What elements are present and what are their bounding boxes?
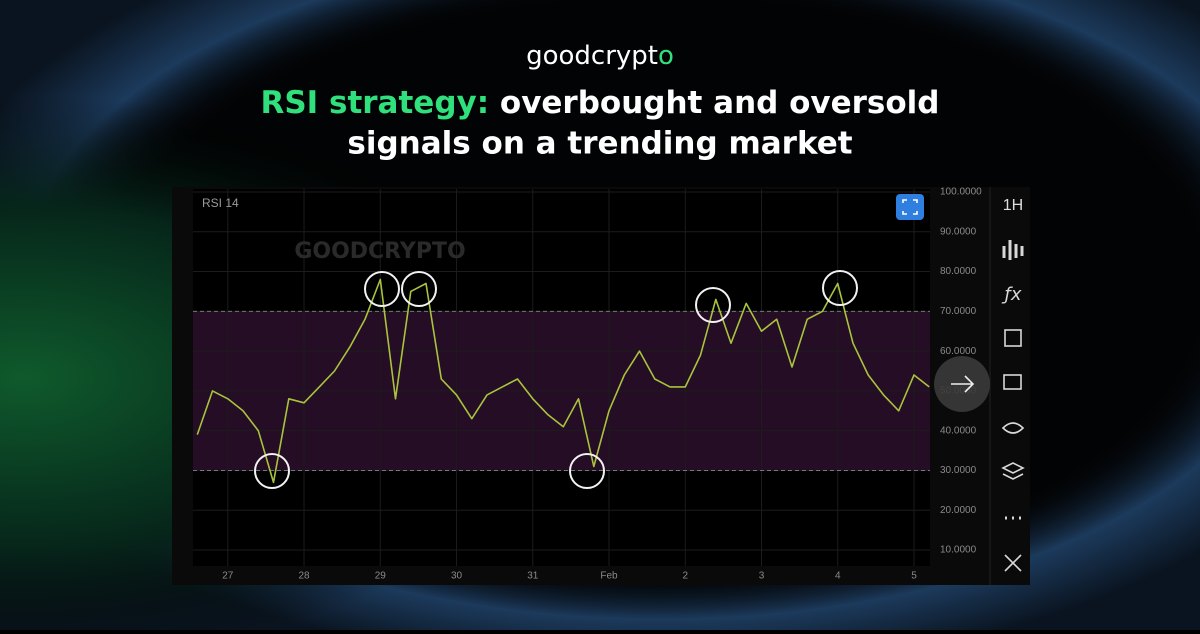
x-tick-label: 4 [835, 571, 841, 582]
scroll-arrow [951, 375, 975, 393]
y-tick-label: 20.0000 [940, 505, 977, 516]
x-tick-label: Feb [600, 571, 618, 582]
signal-circle [401, 271, 437, 307]
signal-circle [822, 270, 858, 306]
x-tick-label: 29 [375, 571, 387, 582]
close-icon[interactable] [1004, 554, 1022, 572]
rsi-line [196, 278, 930, 484]
signal-circle [254, 453, 290, 489]
y-tick-label: 30.0000 [940, 465, 977, 476]
candles-icon[interactable] [1002, 240, 1024, 260]
signal-circle [364, 271, 400, 307]
x-tick-label: 2 [682, 571, 688, 582]
y-tick-label: 40.0000 [940, 425, 977, 436]
title-line: RSI strategy: overbought and oversold [260, 85, 939, 121]
toolbar: ƒx [896, 194, 1025, 572]
timeframe: 1H [1003, 197, 1023, 214]
x-tick-label: 27 [222, 571, 234, 582]
fullscreen-icon [902, 199, 918, 215]
y-tick-label: 70.0000 [940, 306, 977, 317]
signal-circle [695, 287, 731, 323]
brand-main: goodcrypt [526, 41, 658, 71]
eye-icon[interactable] [1001, 422, 1025, 434]
x-tick-label: 3 [759, 571, 765, 582]
title-highlight: RSI strategy: [260, 85, 489, 121]
compare-icon[interactable] [1003, 374, 1022, 390]
watermark: GOODCRYPTO [294, 239, 465, 264]
indicator-label: RSI 14 [202, 196, 239, 210]
x-tick-label: 28 [298, 571, 310, 582]
title-line: signals on a trending market [347, 126, 852, 162]
brand-accent: o [658, 41, 674, 71]
layers-icon[interactable] [1001, 462, 1025, 480]
title-rest: overbought and oversold [489, 85, 939, 121]
fx-icon[interactable]: ƒx [1002, 284, 1022, 305]
brand: goodcrypto [526, 41, 674, 71]
y-tick-label: 100.0000 [940, 187, 982, 198]
y-tick-label: 80.0000 [940, 266, 977, 277]
draw-icon[interactable] [1004, 329, 1022, 347]
fullscreen-button[interactable] [896, 194, 924, 220]
y-tick-label: 60.0000 [940, 346, 977, 357]
y-tick-label: 10.0000 [940, 545, 977, 556]
x-tick-label: 5 [911, 571, 917, 582]
x-tick-label: 31 [527, 571, 539, 582]
signal-circle [569, 453, 605, 489]
y-tick-label: 90.0000 [940, 226, 977, 237]
x-tick-label: 30 [451, 571, 463, 582]
chart: 10.000020.000030.000040.000050.000060.00… [172, 187, 1030, 585]
